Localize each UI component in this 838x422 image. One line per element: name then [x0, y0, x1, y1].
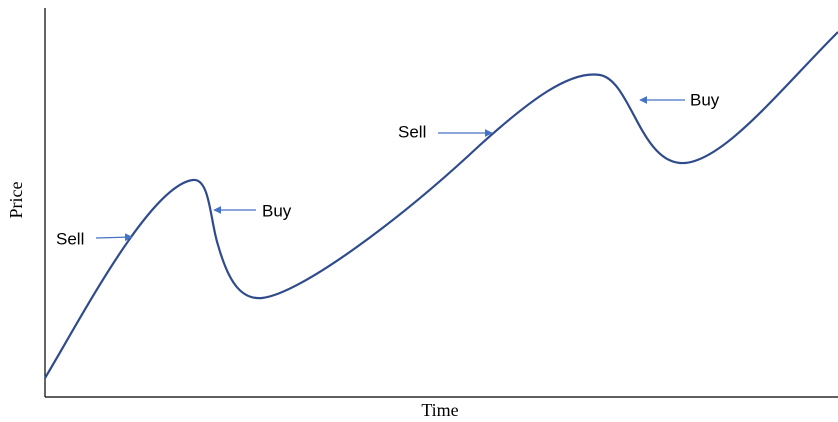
y-axis-label: Price [6, 181, 26, 218]
annotation-arrow [95, 233, 133, 242]
annotation-label: Buy [262, 201, 292, 220]
annotation-label: Sell [398, 122, 426, 141]
price-curve [44, 31, 838, 379]
annotation-label: Buy [690, 90, 720, 109]
x-axis-label: Time [421, 400, 458, 420]
annotation-label: Sell [56, 229, 84, 248]
